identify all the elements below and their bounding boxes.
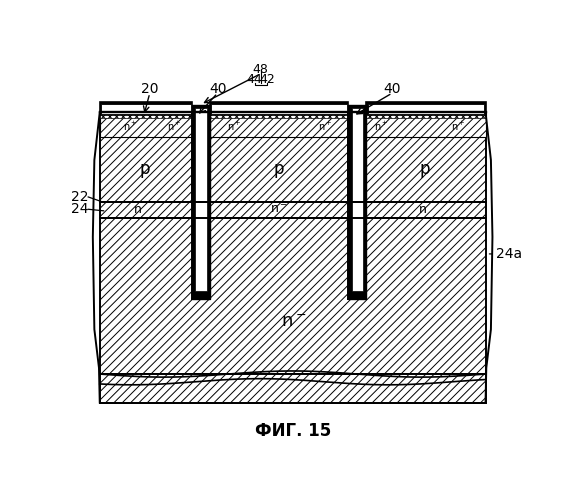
Text: p: p [420,160,430,178]
Bar [348,104,366,298]
Text: n$^+$: n$^+$ [373,120,388,133]
Bar [366,102,485,115]
Bar [366,112,485,202]
Bar [368,104,484,114]
Text: n$^+$: n$^+$ [318,120,332,133]
Bar [210,112,348,137]
Text: n$^+$: n$^+$ [451,120,465,133]
Text: n$^+$: n$^+$ [123,120,138,133]
Text: ФИГ. 15: ФИГ. 15 [255,422,331,440]
Text: n: n [134,203,142,216]
Bar [192,104,210,298]
Text: 20: 20 [141,82,159,96]
Bar [100,202,485,218]
Bar [101,104,191,114]
Text: n$^+$: n$^+$ [167,120,182,133]
Text: 48: 48 [253,63,268,76]
Text: 22: 22 [71,190,88,204]
Bar [211,104,347,114]
Bar [210,112,348,118]
Bar [210,102,348,115]
Text: n$^+$: n$^+$ [227,120,242,133]
Bar [100,112,192,137]
Text: 40: 40 [384,82,401,96]
Bar [366,112,485,118]
Text: 24: 24 [71,202,88,216]
Bar [366,112,485,137]
Text: n: n [419,203,427,216]
Bar [100,112,192,202]
Text: 24a: 24a [496,247,522,261]
Text: 44: 44 [247,73,263,86]
Text: 40: 40 [209,82,226,96]
Bar [100,112,192,118]
Bar [100,374,485,403]
Bar [100,218,485,374]
Bar [210,112,348,202]
Bar [195,108,207,291]
Text: 42: 42 [259,73,275,86]
Text: p: p [140,160,150,178]
Text: p: p [274,160,284,178]
Text: n$^-$: n$^-$ [281,313,307,331]
Bar [352,108,363,291]
Bar [100,102,192,115]
Text: n$^-$: n$^-$ [270,203,288,216]
